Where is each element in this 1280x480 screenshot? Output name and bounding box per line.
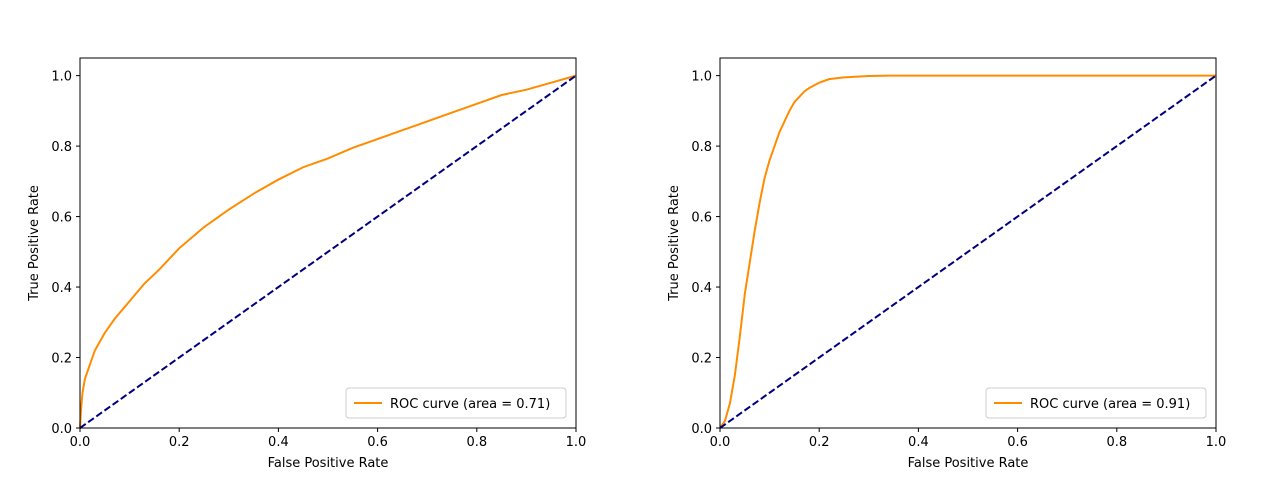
x-tick-label: 0.0 bbox=[70, 435, 91, 450]
roc-chart-1: 0.0 0.2 0.4 0.6 0.8 1.0 0.0 0.2 0.4 0.6 0.8 1.0 Fals… bbox=[27, 57, 587, 471]
y-axis-label: True Positive Rate bbox=[27, 185, 42, 302]
y-axis-label: True Positive Rate bbox=[667, 185, 682, 302]
chance-diagonal-line bbox=[79, 74, 577, 429]
roc-chart-2: 0.0 0.2 0.4 0.6 0.8 1.0 0.0 0.2 0.4 0.6 0.8 1.0 Fals… bbox=[667, 57, 1227, 471]
plot-frame bbox=[719, 57, 1217, 429]
x-tick-label: 0.0 bbox=[710, 435, 731, 450]
x-tick-label: 0.8 bbox=[1106, 435, 1127, 450]
legend-label: ROC curve (area = 0.91) bbox=[1030, 397, 1190, 412]
y-tick-label: 1.0 bbox=[51, 70, 72, 85]
x-tick-label: 0.2 bbox=[169, 435, 190, 450]
legend: ROC curve (area = 0.91) bbox=[985, 387, 1207, 419]
y-tick-label: 1.0 bbox=[691, 70, 712, 85]
x-tick-label: 0.6 bbox=[1007, 435, 1028, 450]
legend: ROC curve (area = 0.71) bbox=[345, 387, 567, 419]
y-tick-label: 0.8 bbox=[51, 140, 72, 155]
y-tick-label: 0.6 bbox=[51, 211, 72, 226]
x-tick-label: 0.4 bbox=[268, 435, 289, 450]
roc-curve-line bbox=[79, 74, 577, 429]
y-tick-label: 0.2 bbox=[691, 352, 712, 367]
x-axis-label: False Positive Rate bbox=[908, 456, 1029, 471]
chance-diagonal-line bbox=[719, 74, 1217, 429]
y-tick-label: 0.0 bbox=[51, 422, 72, 437]
y-tick-label: 0.2 bbox=[51, 352, 72, 367]
legend-label: ROC curve (area = 0.71) bbox=[390, 397, 550, 412]
x-tick-label: 1.0 bbox=[1206, 435, 1227, 450]
x-tick-label: 1.0 bbox=[566, 435, 587, 450]
x-tick-label: 0.6 bbox=[367, 435, 388, 450]
legend-box bbox=[985, 387, 1207, 419]
y-tick-label: 0.4 bbox=[691, 281, 712, 296]
plot-frame bbox=[79, 57, 577, 429]
x-axis-label: False Positive Rate bbox=[268, 456, 389, 471]
x-tick-label: 0.4 bbox=[908, 435, 929, 450]
legend-box bbox=[345, 387, 567, 419]
y-tick-label: 0.8 bbox=[691, 140, 712, 155]
x-tick-label: 0.2 bbox=[809, 435, 830, 450]
roc-curve-line bbox=[719, 74, 1216, 429]
y-tick-label: 0.0 bbox=[691, 422, 712, 437]
y-tick-label: 0.4 bbox=[51, 281, 72, 296]
y-tick-label: 0.6 bbox=[691, 211, 712, 226]
x-tick-label: 0.8 bbox=[466, 435, 487, 450]
